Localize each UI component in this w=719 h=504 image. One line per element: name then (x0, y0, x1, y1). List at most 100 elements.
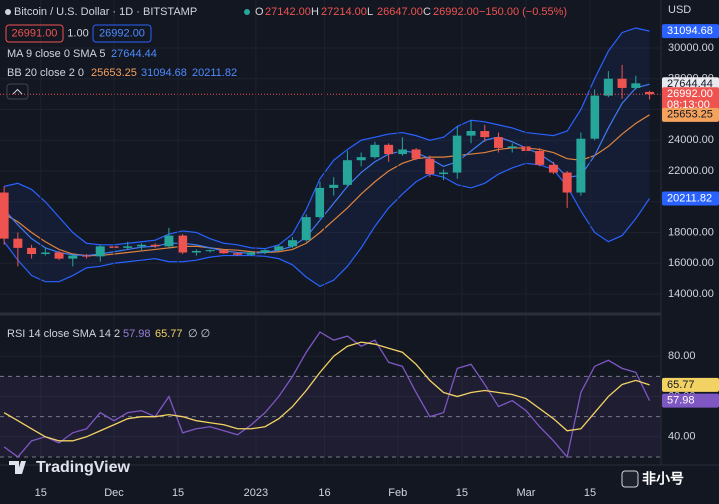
price-tag-label: 57.98 (667, 395, 695, 407)
candle-body (370, 144, 380, 158)
candle-body (384, 144, 394, 155)
candle-body (493, 137, 503, 148)
y-tick-label: 14000.00 (668, 288, 714, 300)
candle-body (397, 149, 407, 155)
candle-body (123, 246, 133, 248)
ohlc-key: C (423, 6, 431, 18)
candle-body (452, 135, 462, 173)
candle-body (301, 217, 311, 241)
candle-body (535, 151, 545, 165)
bb-legend-value: 25653.25 (91, 67, 137, 79)
price-tag-label: 27644.44 (667, 78, 713, 90)
candle-body (13, 238, 23, 248)
x-tick-label: 16 (318, 487, 330, 499)
price-tag-label: 26992.00 (667, 88, 713, 100)
symbol: Bitcoin / U.S. Dollar · 1D · BITSTAMP (14, 6, 197, 18)
x-tick-label: Dec (104, 487, 124, 499)
ohlc-key: H (311, 6, 319, 18)
watermark: TradingView (36, 459, 131, 476)
candle-body (136, 244, 146, 247)
candle-body (590, 95, 600, 139)
candle-body (562, 172, 572, 193)
y-tick-label: 80.00 (668, 350, 696, 362)
sell-price[interactable]: 26991.00 (12, 27, 58, 39)
candle-body (178, 235, 188, 253)
price-tag-label: 20211.82 (667, 192, 712, 204)
y-tick-label: 22000.00 (668, 165, 714, 177)
corner-logo-icon (621, 470, 639, 488)
price-tag-label: 25653.25 (667, 109, 713, 121)
y-tick-label: 24000.00 (668, 134, 714, 146)
x-tick-label: 15 (35, 487, 47, 499)
x-tick-label: Feb (388, 487, 407, 499)
candle-body (164, 235, 174, 247)
bb-legend: BB 20 close 2 0 (7, 67, 84, 79)
candle-body (54, 252, 64, 259)
x-tick-label: 15 (456, 487, 468, 499)
buy-price[interactable]: 26992.00 (99, 27, 145, 39)
candle-body (411, 149, 421, 159)
market-dot (244, 9, 250, 15)
candle-body (617, 78, 627, 88)
spread: 1.00 (67, 27, 88, 39)
ohlc-key: L (367, 6, 373, 18)
y-tick-label: 30000.00 (668, 42, 714, 54)
change: −150.00 (−0.55%) (479, 6, 567, 18)
candle-body (645, 91, 655, 95)
candle-body (439, 172, 449, 175)
candle-body (329, 184, 339, 188)
price-tag (662, 377, 719, 392)
ohlc-value: 27214.00 (321, 6, 367, 18)
rsi-legend: RSI 14 close SMA 14 2 (7, 328, 120, 340)
rsi-line (3, 331, 651, 459)
rsi-legend-value: 57.98 (123, 328, 151, 340)
price-tag (662, 191, 719, 206)
bb-legend-value: 31094.68 (141, 67, 187, 79)
price-tag-label: 31094.68 (667, 25, 713, 37)
indicator-line (3, 162, 651, 288)
price-tag (662, 107, 719, 122)
x-tick-label: Mar (516, 487, 535, 499)
x-tick-label: 15 (584, 487, 596, 499)
collapse-icon[interactable] (12, 88, 23, 95)
candle-body (260, 250, 270, 253)
indicator-line (3, 27, 650, 250)
candle-body (288, 240, 298, 247)
bollinger-fill (4, 27, 650, 287)
candle-body (342, 160, 352, 185)
rsi-legend-value: 65.77 (155, 328, 183, 340)
rsi-line (3, 341, 650, 442)
ohlc-key: O (255, 6, 264, 18)
collapse-button[interactable] (6, 83, 29, 100)
candle-body (631, 83, 641, 88)
price-tag-label: 65.77 (667, 379, 695, 391)
candle-body (507, 146, 517, 148)
ma-legend-value: 27644.44 (111, 48, 157, 60)
candle-body (150, 244, 160, 247)
candle-body (191, 250, 201, 253)
y-tick-label: 16000.00 (668, 257, 714, 269)
candle-body (603, 78, 613, 96)
ma-legend: MA 9 close 0 SMA 5 (7, 48, 105, 60)
watermark-logo (9, 461, 26, 474)
candle-body (95, 246, 105, 257)
x-tick-label: 2023 (244, 487, 268, 499)
candle-body (82, 255, 92, 257)
candle-body (356, 157, 366, 161)
buy-box[interactable] (92, 24, 152, 43)
candle-body (274, 246, 284, 251)
candle-body (576, 138, 586, 193)
ohlc-value: 26992.00 (433, 6, 479, 18)
rsi-legend-extra: ∅ ∅ (188, 328, 210, 340)
price-tag (662, 393, 719, 408)
ohlc-value: 27142.00 (265, 6, 311, 18)
candle-body (548, 164, 558, 173)
bb-legend-value: 20211.82 (192, 67, 237, 79)
candle-body (219, 250, 229, 254)
sell-box[interactable] (5, 24, 64, 43)
candle-body (68, 255, 78, 259)
